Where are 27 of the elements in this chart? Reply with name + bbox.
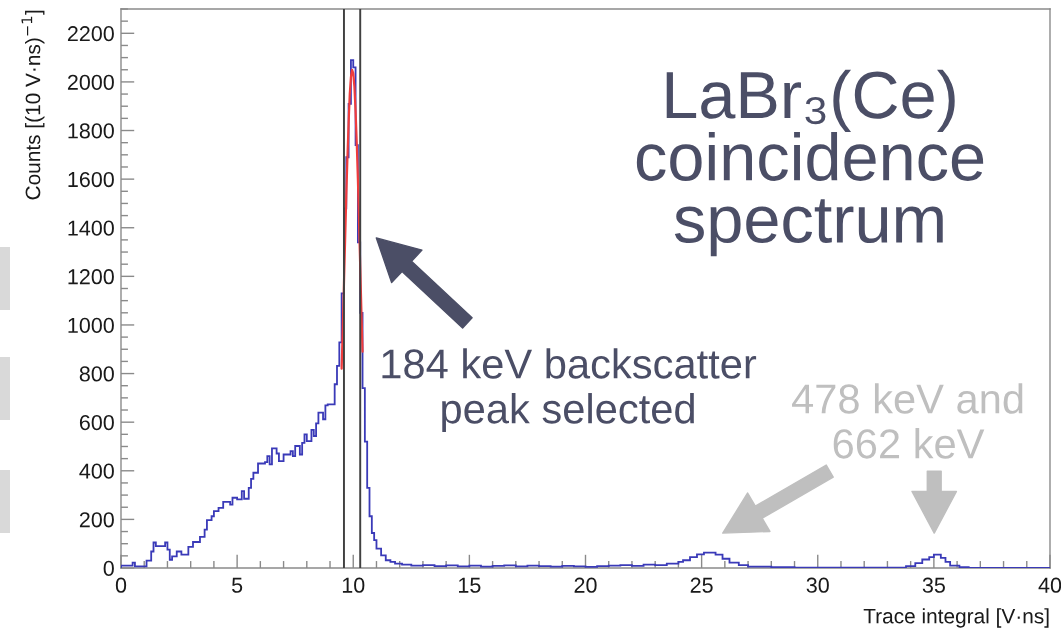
- y-tick-label: 1000: [68, 317, 114, 333]
- annotation: 184 keV backscatter peak selected: [382, 348, 757, 432]
- y-tick-label: 1600: [68, 171, 114, 188]
- y-tick-label: 400: [79, 463, 114, 479]
- annotation: 478 keV and 662 keV: [792, 383, 1023, 459]
- y-tick-label: 1400: [68, 220, 114, 236]
- y-tick-label: 1800: [68, 123, 114, 139]
- x-tick-label: 40: [1038, 577, 1061, 593]
- x-tick-label: 15: [459, 577, 481, 593]
- x-tick-label: 0: [115, 577, 127, 593]
- y-axis-title: Counts [(10 V·ns)$^{−1}$]: [21, 10, 45, 200]
- x-tick-label: 20: [574, 577, 597, 593]
- y-tick-label: 200: [79, 512, 114, 528]
- x-tick-label: 5: [232, 577, 243, 593]
- x-axis-title: Trace integral [V·ns]: [863, 608, 1049, 628]
- x-tick-label: 35: [922, 577, 945, 593]
- y-tick-label: 600: [79, 414, 114, 431]
- x-tick-label: 30: [806, 577, 829, 593]
- x-tick-label: 10: [342, 577, 365, 593]
- line-series: [340, 68, 364, 370]
- x-tick-label: 25: [690, 577, 713, 593]
- text: LaBr₃(Ce) coincidence spectrum: [636, 69, 984, 257]
- y-tick-label: 0: [103, 560, 114, 577]
- y-tick-label: 2200: [67, 26, 114, 42]
- y-tick-label: 800: [79, 366, 114, 382]
- y-tick-label: 1200: [68, 269, 114, 285]
- y-tick-label: 2000: [67, 74, 114, 90]
